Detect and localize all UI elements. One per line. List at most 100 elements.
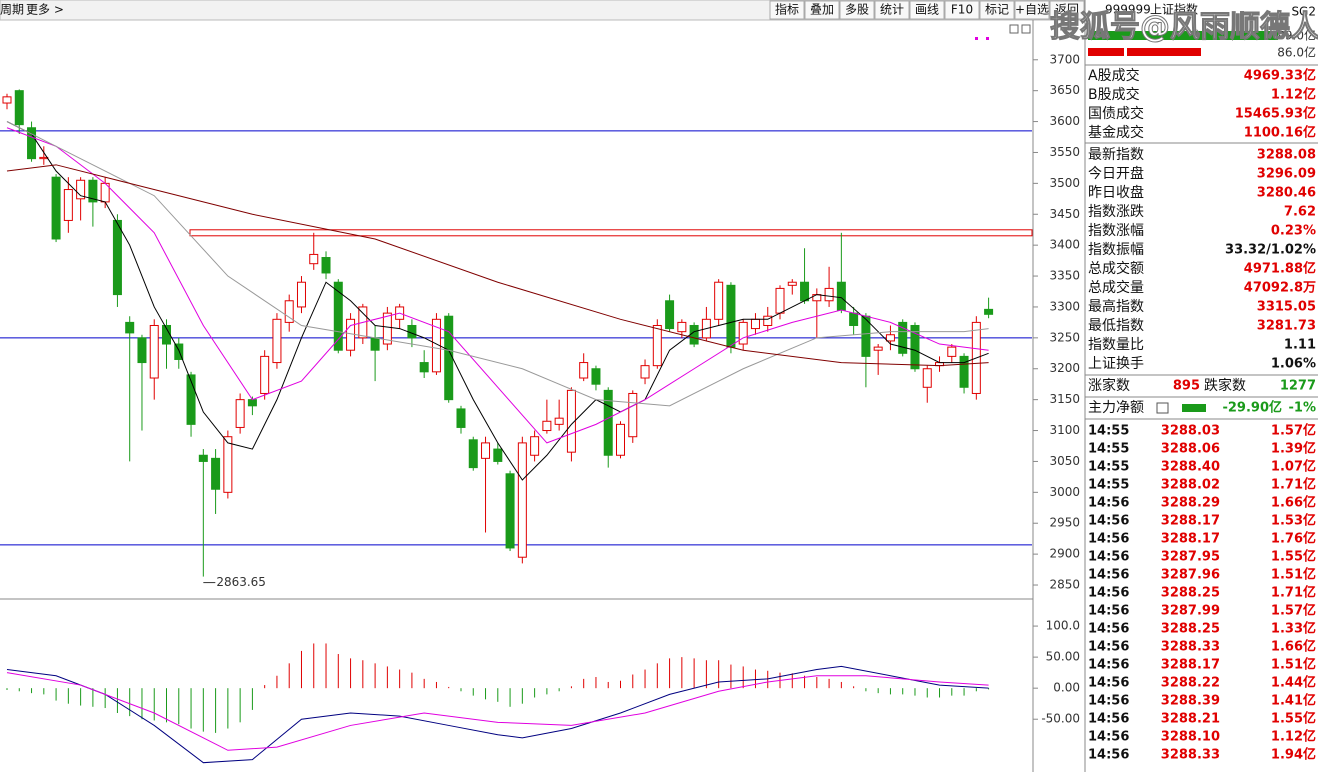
bar-value: 99.0亿 [1277,28,1316,43]
tick-time: 14:56 [1088,712,1129,727]
more[interactable]: 更多 > [26,3,64,17]
candle-body [174,343,184,360]
row-value: 1.11 [1284,338,1316,353]
toolbar-label[interactable]: 统计 [880,3,904,17]
row-label: A股成交 [1088,67,1140,84]
candle-body [763,315,773,326]
flow-icon[interactable] [1156,402,1169,414]
toolbar-button[interactable] [979,0,1015,20]
code: 999999 [1105,3,1151,17]
name: 上证指数 [1150,2,1198,17]
icon[interactable] [1021,24,1031,34]
y-tick-label: 3550 [1049,145,1080,159]
tick-amount: 1.55亿 [1271,711,1316,727]
main-chart: 2850 2900 2950 3000 3050 3100 3150 3200 3250 3300… [0,52,1080,764]
tick-amount: 1.66亿 [1271,639,1316,655]
toolbar-button[interactable] [909,0,945,20]
row-label: 上证换手 [1088,355,1144,372]
candle-body [898,321,908,354]
tick-price: 3288.39 [1161,694,1220,709]
candle-body [787,281,797,286]
side-panel: 999999 上证指数 SG2 99.0亿 86.0亿 A股成交 4969.33亿 B股成交 1… [1085,2,1318,763]
tick-price: 3288.03 [1161,424,1220,439]
tick-price: 3288.02 [1161,478,1220,493]
toolbar-button[interactable] [1014,0,1050,20]
row-label: 指数涨跌 [1088,204,1144,220]
toolbar-button[interactable] [804,0,840,20]
tick-amount: 1.33亿 [1271,621,1316,637]
row-label: 指数量比 [1088,337,1144,353]
toolbar-label[interactable]: 叠加 [810,3,834,17]
row-value: 1.12亿 [1271,87,1316,103]
tick-time: 14:56 [1088,604,1129,619]
candle-body [468,439,478,469]
tick-price: 3288.29 [1161,496,1220,511]
candle-body [493,448,503,462]
tick-time: 14:55 [1088,478,1129,493]
tick-time: 14:56 [1088,568,1129,583]
tick-amount: 1.39亿 [1271,441,1316,457]
toolbar-button[interactable] [1049,0,1085,20]
toolbar-button[interactable] [874,0,910,20]
tick-price: 3288.22 [1161,676,1220,691]
candle-body [76,179,86,200]
toolbar-label[interactable]: 多股 [845,3,869,17]
candle-body [481,442,491,459]
toolbar-label[interactable]: 指标 [775,2,799,17]
row-value: 3296.09 [1257,167,1316,182]
candle-body [591,368,601,385]
candle-body [726,284,736,348]
y-tick-label: 3100 [1049,423,1080,437]
row-value: 47092.8万 [1244,281,1316,296]
toolbar-label[interactable]: +自选 [1015,3,1049,17]
candle-body [296,281,306,308]
y-tick-label: 3450 [1049,207,1080,221]
tick-amount: 1.76亿 [1271,531,1316,547]
toolbar-label[interactable]: 返回 [1055,3,1079,17]
candle-body [530,436,540,456]
indicator-line [6,127,989,444]
toolbar-label[interactable]: 画线 [915,3,939,17]
candle-body [309,253,319,265]
row-label: 基金成交 [1088,124,1144,141]
tick-price: 3287.96 [1161,568,1220,583]
toolbar-button[interactable] [769,0,805,20]
row-label: 指数涨幅 [1088,223,1144,239]
tick-price: 3288.17 [1161,532,1220,547]
row-value: -29.90亿 [1222,400,1282,416]
period[interactable]: 周期 [0,3,24,17]
toolbar-button[interactable] [839,0,875,20]
candle-body [235,399,245,428]
row-value: -1% [1289,401,1316,416]
row-label: 总成交额 [1088,260,1144,277]
row-label: 跌家数 [1204,377,1246,394]
y-tick-label: 2950 [1049,516,1080,530]
low-label: 2863.65 [216,575,266,589]
toolbar-label[interactable]: 标记 [985,3,1009,17]
row-value: 15465.93亿 [1235,106,1316,122]
row-label: 涨家数 [1088,377,1130,394]
candle-body [63,189,73,221]
toolbar-items: 周期 更多 > 指标 叠加 多股 统计 画线 F10 标记 +自选 返回 [0,0,1085,20]
tick-amount: 1.66亿 [1271,495,1316,511]
y-tick-label: 0.00 [1053,681,1080,695]
candle-body [947,346,957,357]
resistance-band [189,229,1033,237]
row-label: 国债成交 [1088,105,1144,122]
candle-body [849,312,859,326]
candle-body [714,281,724,320]
tick-time: 14:56 [1088,622,1129,637]
toolbar-button[interactable] [944,0,980,20]
tick-amount: 1.12亿 [1271,729,1316,745]
tick-time: 14:56 [1088,658,1129,673]
y-tick-label: 3050 [1049,454,1080,468]
icon[interactable] [1009,24,1019,34]
candle-body [27,127,37,160]
y-tick-label: 3500 [1049,176,1080,190]
tick-time: 14:56 [1088,496,1129,511]
y-tick-label: 3150 [1049,392,1080,406]
toolbar-label[interactable]: F10 [951,3,973,17]
candle-body [211,457,221,490]
tick-amount: 1.71亿 [1271,585,1316,601]
